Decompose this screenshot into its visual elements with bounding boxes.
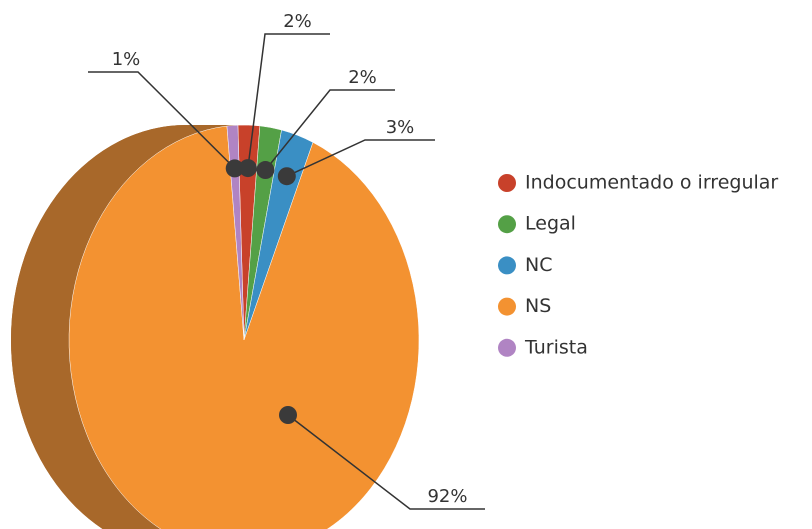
legend-marker xyxy=(498,338,516,357)
legend-label: Legal xyxy=(525,213,576,235)
label-dot xyxy=(277,167,296,186)
leader-line xyxy=(287,414,485,510)
legend-label: Turista xyxy=(524,336,588,358)
legend-label: NS xyxy=(525,295,551,317)
leader-line xyxy=(286,139,435,177)
pie-slice xyxy=(226,124,245,341)
label-dot xyxy=(279,406,297,424)
label-dot xyxy=(225,159,244,178)
data-label: 2% xyxy=(348,67,377,88)
leader-line xyxy=(247,33,330,169)
legend-marker xyxy=(498,215,516,234)
data-label: 1% xyxy=(112,49,141,70)
legend-marker xyxy=(498,297,516,316)
label-dot xyxy=(256,161,275,180)
pie-slice xyxy=(68,125,420,529)
legend-marker xyxy=(498,174,516,192)
legend-label: Indocumentado o irregular xyxy=(525,172,778,194)
legend-marker xyxy=(498,256,516,275)
leader-line xyxy=(88,71,236,169)
data-label: 3% xyxy=(386,117,415,138)
label-dot xyxy=(238,159,257,178)
leader-line xyxy=(264,89,395,171)
data-label: 2% xyxy=(283,11,312,32)
data-label: 92% xyxy=(427,486,467,507)
legend-label: NC xyxy=(525,254,552,276)
